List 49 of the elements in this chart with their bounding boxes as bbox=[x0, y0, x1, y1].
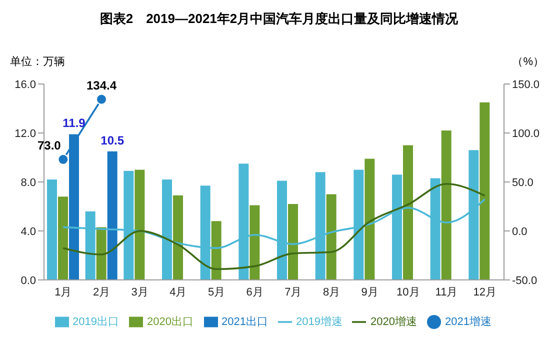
x-tick-label: 4月 bbox=[170, 286, 187, 299]
x-tick-label: 9月 bbox=[361, 286, 378, 299]
data-label: 11.9 bbox=[62, 116, 86, 130]
chart-title: 图表2 2019—2021年2月中国汽车月度出口量及同比增速情况 bbox=[98, 10, 460, 28]
bar bbox=[134, 170, 145, 280]
data-label: 10.5 bbox=[100, 133, 124, 148]
x-tick-label: 12月 bbox=[473, 286, 496, 299]
legend-label: 2019出口 bbox=[72, 316, 120, 328]
text: 0.0 bbox=[20, 274, 36, 287]
x-tick-label: 3月 bbox=[131, 286, 148, 299]
bar bbox=[107, 151, 118, 280]
bar bbox=[250, 205, 260, 280]
bar bbox=[173, 195, 183, 280]
x-tick-label: 6月 bbox=[246, 286, 264, 299]
data-label: 134.4 bbox=[86, 78, 117, 92]
bar bbox=[441, 130, 452, 280]
legend-label: 2019增速 bbox=[296, 316, 342, 328]
bar bbox=[58, 196, 68, 280]
x-tick-label: 1月 bbox=[54, 286, 72, 299]
x-tick-label: 10月 bbox=[396, 286, 420, 299]
bar bbox=[47, 180, 57, 280]
text: 50.0 bbox=[512, 176, 534, 189]
x-tick-label: 5月 bbox=[208, 286, 226, 299]
y2-axis-title: （%） bbox=[512, 55, 544, 69]
text: 100.0 bbox=[512, 128, 540, 140]
bar bbox=[211, 221, 222, 280]
legend-label: 2021出口 bbox=[222, 316, 268, 328]
text: 12.0 bbox=[14, 128, 36, 140]
bar bbox=[288, 204, 298, 280]
x-tick-label: 7月 bbox=[284, 286, 302, 299]
text: -50.0 bbox=[512, 274, 538, 287]
y-axis-title: 单位：万辆 bbox=[10, 55, 65, 69]
bar bbox=[480, 102, 490, 280]
legend-label: 2021增速 bbox=[444, 316, 492, 328]
text: 4.0 bbox=[20, 226, 36, 238]
x-tick-label: 11月 bbox=[435, 286, 458, 299]
text: 150.0 bbox=[512, 78, 540, 91]
x-tick-label: 8月 bbox=[322, 286, 340, 299]
legend-label: 2020出口 bbox=[147, 316, 194, 328]
bar bbox=[96, 227, 106, 280]
text: 16.0 bbox=[14, 78, 36, 91]
bar bbox=[364, 158, 375, 280]
legend-label: 2020增速 bbox=[370, 316, 417, 328]
text: 8.0 bbox=[20, 176, 36, 189]
text: 0.0 bbox=[512, 226, 528, 238]
data-label: 73.0 bbox=[37, 138, 62, 152]
x-tick-label: 2月 bbox=[92, 286, 110, 299]
bar bbox=[326, 194, 336, 280]
bar bbox=[403, 145, 413, 280]
